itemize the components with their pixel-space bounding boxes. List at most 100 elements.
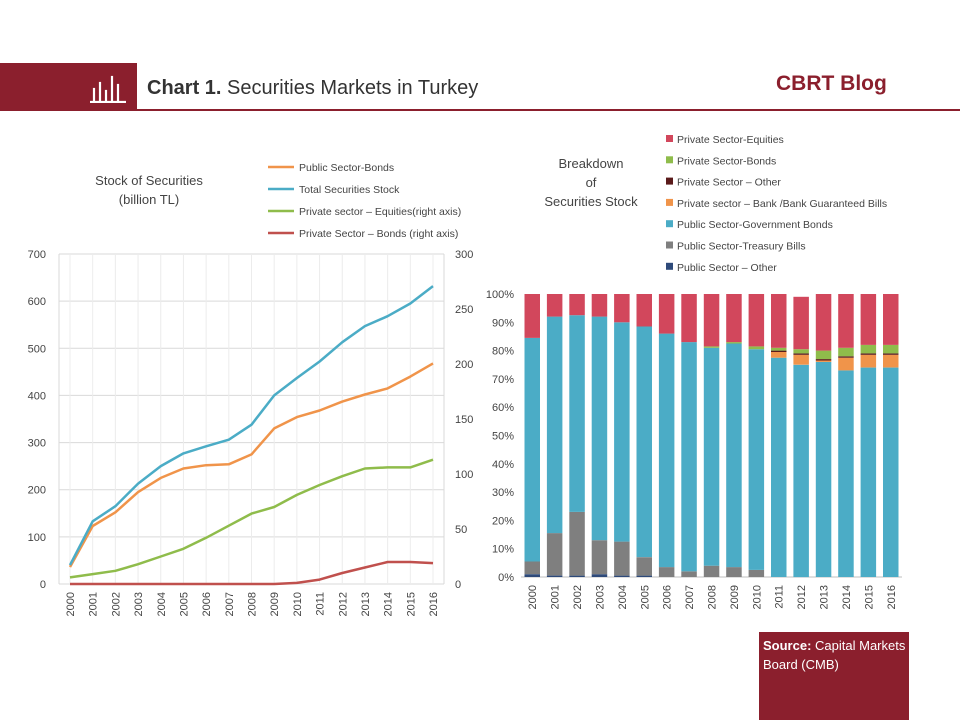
bar-stack <box>838 294 854 577</box>
x-tick-label: 2007 <box>224 592 236 616</box>
header-bar <box>0 63 137 111</box>
chart-number: Chart 1. <box>147 77 222 99</box>
bar-segment <box>771 357 787 577</box>
line-legend-label: Private Sector – Bonds (right axis) <box>299 228 458 240</box>
line-chart-subtitle: (billion TL) <box>119 192 179 207</box>
bar-x-tick-label: 2013 <box>819 585 831 609</box>
bar-stack <box>883 294 899 577</box>
bar-segment <box>748 569 765 577</box>
bar-segment <box>524 337 540 562</box>
bar-legend-item: Private Sector-Bonds <box>666 155 776 167</box>
bar-segment <box>771 352 787 358</box>
x-tick-label: 2000 <box>65 592 77 616</box>
bar-x-tick-label: 2003 <box>594 585 606 609</box>
x-tick-label: 2006 <box>201 592 213 616</box>
line-legend-item: Private Sector – Bonds (right axis) <box>268 228 458 240</box>
bar-x-tick-label: 2008 <box>707 585 719 609</box>
bar-segment <box>681 571 697 577</box>
y-tick-label: 400 <box>28 390 46 402</box>
bar-segment <box>524 561 540 575</box>
bar-legend-item: Public Sector – Other <box>666 262 777 274</box>
bar-stack <box>658 294 675 577</box>
line-series-2 <box>69 458 434 579</box>
bar-segment <box>815 350 832 360</box>
bar-segment <box>726 567 742 577</box>
bar-stack <box>748 294 765 577</box>
bar-legend-item: Private Sector-Equities <box>666 134 784 146</box>
bar-legend-item: Private sector – Bank /Bank Guaranteed B… <box>666 198 887 210</box>
bar-y-tick-label: 20% <box>492 515 514 527</box>
y-tick-label: 700 <box>28 249 46 261</box>
bar-y-tick-label: 90% <box>492 317 514 329</box>
bar-stack <box>860 294 877 577</box>
chart-title: Securities Markets in Turkey <box>227 77 479 99</box>
x-tick-label: 2015 <box>405 592 417 616</box>
bar-stack <box>591 294 608 577</box>
bar-x-tick-label: 2011 <box>774 585 786 609</box>
bar-segment <box>793 354 809 365</box>
line-chart: Stock of Securities(billion TL)010020030… <box>28 162 474 616</box>
bar-segment <box>793 353 809 355</box>
x-tick-label: 2016 <box>428 592 440 616</box>
bar-segment <box>658 567 675 577</box>
bar-segment <box>860 367 877 577</box>
bar-x-tick-label: 2015 <box>863 585 875 609</box>
bar-segment <box>614 294 630 323</box>
bar-legend-item: Public Sector-Treasury Bills <box>666 241 806 253</box>
y-tick-label: 0 <box>40 579 46 591</box>
bar-stack <box>569 294 585 577</box>
bar-legend-item: Public Sector-Government Bonds <box>666 219 833 231</box>
bar-stack <box>614 294 630 577</box>
x-tick-label: 2008 <box>247 592 259 616</box>
page-title: Chart 1. Securities Markets in Turkey <box>147 77 478 100</box>
source-label: Source: <box>763 638 812 653</box>
bar-segment <box>591 316 608 541</box>
bar-segment <box>681 342 697 572</box>
line-gridlines <box>58 253 445 585</box>
bar-segment <box>771 294 787 348</box>
bar-stack <box>771 294 787 577</box>
x-tick-label: 2011 <box>315 592 327 616</box>
bar-segment <box>726 294 742 343</box>
bar-segment <box>681 294 697 343</box>
bar-segment <box>636 557 652 576</box>
bar-segment <box>860 354 877 368</box>
bar-segment <box>883 367 899 577</box>
header-rule <box>137 109 960 111</box>
bar-y-tick-label: 40% <box>492 459 514 471</box>
bar-x-tick-label: 2012 <box>796 585 808 609</box>
bar-legend-label: Private Sector-Bonds <box>677 155 776 167</box>
x-tick-label: 2013 <box>360 592 372 616</box>
bar-segment <box>815 360 832 362</box>
chart-icon <box>90 75 126 103</box>
bar-segment <box>636 575 652 577</box>
line-legend-label: Public Sector-Bonds <box>299 162 394 174</box>
bar-y-tick-label: 60% <box>492 402 514 414</box>
bar-segment <box>591 574 608 577</box>
bar-chart-title: Breakdown <box>558 156 623 171</box>
bar-segment <box>883 353 899 355</box>
bar-segment <box>838 370 854 577</box>
bar-x-tick-label: 2009 <box>729 585 741 609</box>
bar-y-tick-label: 10% <box>492 544 514 556</box>
bar-stack <box>793 296 809 578</box>
bar-legend-item: Private Sector – Other <box>666 177 781 189</box>
bar-segment <box>748 349 765 570</box>
bar-segment <box>524 294 540 338</box>
bar-segment <box>860 294 877 345</box>
x-tick-label: 2009 <box>269 592 281 616</box>
bar-segment <box>703 565 720 577</box>
bar-segment <box>838 347 854 357</box>
line-legend-label: Total Securities Stock <box>299 184 400 196</box>
bar-segment <box>569 315 585 512</box>
x-tick-label: 2010 <box>292 592 304 616</box>
y2-tick-label: 150 <box>455 414 473 426</box>
line-legend-item: Private sector – Equities(right axis) <box>268 206 461 218</box>
bar-segment <box>658 294 675 334</box>
line-series-1 <box>68 285 434 566</box>
bar-segment <box>838 356 854 358</box>
bar-stack <box>681 294 697 577</box>
line-chart-title: Stock of Securities <box>95 173 203 188</box>
bar-segment <box>614 322 630 542</box>
bar-chart-title: Securities Stock <box>544 194 638 209</box>
